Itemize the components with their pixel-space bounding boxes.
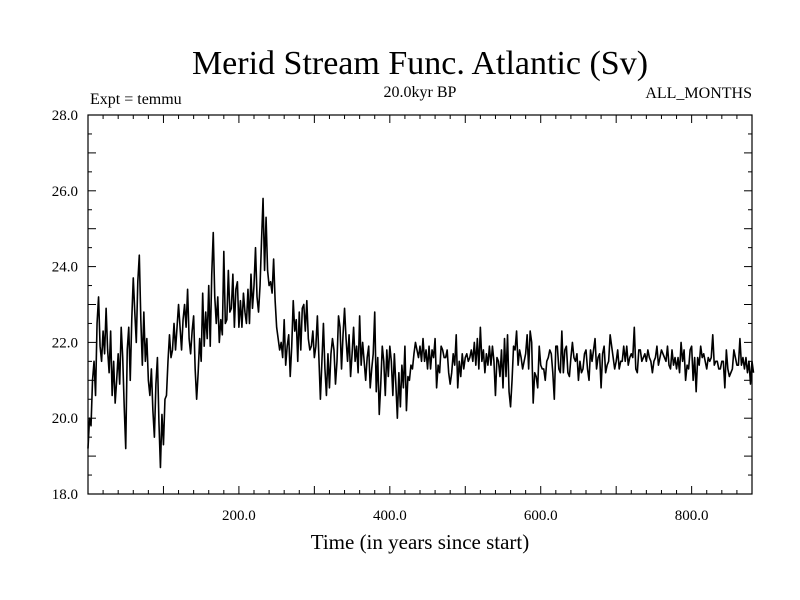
y-tick-label: 28.0 xyxy=(52,108,78,124)
x-axis-label: Time (in years since start) xyxy=(311,530,530,554)
y-tick-label: 26.0 xyxy=(52,184,78,200)
tick-marks xyxy=(88,115,752,494)
y-tick-label: 20.0 xyxy=(52,411,78,427)
x-tick-label: 800.0 xyxy=(675,508,709,524)
series-group xyxy=(87,197,755,469)
y-tick-labels: 18.0 20.0 22.0 24.0 26.0 28.0 xyxy=(52,108,78,503)
y-tick-label: 24.0 xyxy=(52,260,78,276)
x-tick-labels: 200.0 400.0 600.0 800.0 xyxy=(222,508,708,524)
chart-title: Merid Stream Func. Atlantic (Sv) xyxy=(192,45,648,82)
x-tick-label: 200.0 xyxy=(222,508,256,524)
x-tick-label: 400.0 xyxy=(373,508,407,524)
months-label: ALL_MONTHS xyxy=(645,85,752,102)
experiment-label: Expt = temmu xyxy=(90,91,182,108)
x-tick-label: 600.0 xyxy=(524,508,558,524)
series-line xyxy=(87,197,755,469)
y-tick-label: 22.0 xyxy=(52,335,78,351)
y-tick-label: 18.0 xyxy=(52,487,78,503)
plot-frame xyxy=(87,114,753,495)
chart-subtitle: 20.0kyr BP xyxy=(384,84,457,101)
